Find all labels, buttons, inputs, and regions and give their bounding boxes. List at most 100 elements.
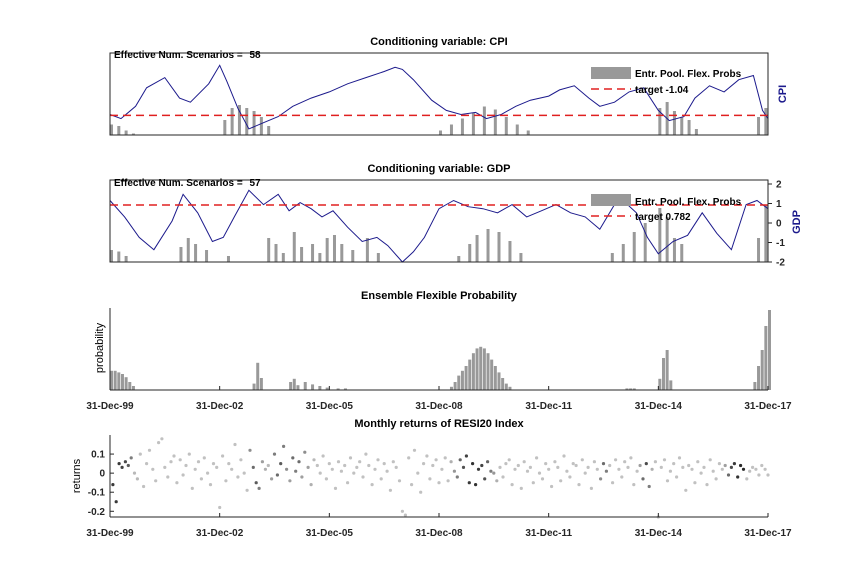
cpi-prob-bar bbox=[658, 108, 662, 135]
gdp-prob-bar bbox=[332, 235, 336, 262]
gdp-ytick-label: -2 bbox=[776, 258, 785, 269]
cpi-prob-bar bbox=[245, 108, 249, 135]
returns-point bbox=[693, 481, 697, 485]
returns-point bbox=[592, 460, 597, 464]
returns-point bbox=[330, 467, 334, 471]
returns-point bbox=[154, 479, 158, 483]
returns-point bbox=[147, 448, 152, 452]
gdp-prob-bar bbox=[468, 244, 472, 262]
gdp-prob-bar bbox=[194, 244, 198, 262]
returns-point bbox=[571, 462, 575, 466]
ensemble-bar bbox=[318, 386, 322, 390]
ensemble-bar bbox=[632, 388, 636, 390]
returns-point bbox=[653, 460, 658, 464]
returns-point bbox=[288, 479, 292, 483]
cpi-ylabel: CPI bbox=[777, 85, 789, 103]
returns-point bbox=[157, 441, 161, 445]
gdp-prob-bar bbox=[475, 235, 479, 262]
returns-point bbox=[486, 460, 490, 464]
gdp-probability-bars bbox=[110, 205, 768, 262]
ensemble-bar bbox=[256, 362, 260, 390]
returns-point bbox=[391, 460, 395, 464]
returns-point bbox=[668, 469, 673, 473]
returns-point bbox=[343, 463, 347, 468]
returns-point bbox=[748, 469, 752, 473]
returns-point bbox=[324, 477, 328, 481]
returns-point bbox=[516, 463, 520, 468]
returns-point bbox=[544, 462, 548, 466]
cpi-prob-bar bbox=[482, 106, 486, 135]
returns-xtick-label: 31-Dec-14 bbox=[635, 528, 683, 539]
returns-point bbox=[388, 488, 392, 492]
cpi-prob-bar bbox=[764, 108, 768, 135]
returns-point bbox=[272, 452, 277, 456]
gdp-prob-bar bbox=[365, 238, 369, 262]
gdp-prob-bar bbox=[226, 256, 230, 262]
returns-point bbox=[528, 465, 533, 469]
returns-point bbox=[260, 460, 264, 464]
returns-point bbox=[358, 460, 362, 464]
ensemble-bar bbox=[468, 359, 472, 390]
ensemble-bar bbox=[497, 372, 501, 390]
ensemble-bar bbox=[760, 350, 764, 390]
ensemble-probability-bars bbox=[110, 310, 771, 390]
returns-point bbox=[720, 467, 724, 471]
gdp-prob-bar bbox=[325, 238, 329, 262]
ensemble-bar bbox=[661, 358, 665, 390]
gdp-prob-bar bbox=[300, 247, 304, 262]
gdp-prob-bar bbox=[757, 238, 761, 262]
gdp-effective-scenarios-label: Effective Num. Scenarios = bbox=[114, 178, 245, 189]
returns-point bbox=[577, 483, 581, 487]
returns-point bbox=[263, 467, 267, 471]
returns-point bbox=[236, 475, 240, 479]
gdp-prob-bar bbox=[117, 251, 121, 262]
gdp-prob-bar bbox=[179, 247, 183, 262]
ensemble-bar bbox=[303, 382, 307, 390]
gdp-prob-bar bbox=[486, 229, 490, 262]
returns-point bbox=[257, 486, 261, 490]
gdp-prob-bar bbox=[267, 238, 271, 262]
returns-point bbox=[126, 463, 130, 468]
returns-point bbox=[206, 471, 210, 475]
returns-point bbox=[535, 456, 539, 460]
ensemble-bar bbox=[131, 386, 135, 390]
cpi-prob-bar bbox=[259, 117, 263, 135]
returns-point bbox=[294, 469, 298, 473]
gdp-prob-bar bbox=[205, 250, 209, 262]
cpi-prob-bar bbox=[230, 108, 234, 135]
gdp-legend-swatch-probs bbox=[591, 194, 631, 206]
returns-point bbox=[635, 469, 639, 473]
gdp-prob-bar bbox=[610, 253, 614, 262]
cpi-prob-bar bbox=[672, 111, 676, 135]
returns-point bbox=[675, 475, 679, 479]
returns-point bbox=[190, 486, 194, 490]
gdp-panel-title: Conditioning variable: GDP bbox=[367, 163, 510, 175]
ensemble-bar bbox=[113, 370, 117, 390]
returns-point bbox=[559, 479, 563, 483]
cpi-legend-swatch-probs bbox=[591, 67, 631, 79]
returns-point bbox=[120, 465, 124, 469]
ensemble-bar bbox=[259, 378, 263, 390]
ensemble-bar bbox=[757, 366, 761, 390]
gdp-prob-bar bbox=[658, 208, 662, 262]
returns-point bbox=[181, 473, 185, 477]
gdp-prob-bar bbox=[621, 244, 625, 262]
returns-point bbox=[638, 463, 642, 468]
gdp-axes-box bbox=[109, 179, 769, 263]
returns-point bbox=[702, 465, 706, 469]
cpi-prob-bar bbox=[223, 120, 227, 135]
returns-point bbox=[553, 460, 557, 464]
returns-point bbox=[187, 452, 191, 456]
returns-point bbox=[431, 463, 435, 468]
cpi-prob-bar bbox=[515, 124, 519, 135]
returns-point bbox=[282, 444, 286, 448]
gdp-ytick-label: 0 bbox=[776, 219, 782, 230]
cpi-legend-label-target: target -1.04 bbox=[635, 85, 689, 96]
gdp-ytick-label: 2 bbox=[776, 180, 782, 191]
returns-ylabel: returns bbox=[71, 458, 83, 493]
returns-point bbox=[650, 467, 654, 471]
ensemble-bar bbox=[764, 326, 768, 390]
returns-point bbox=[315, 463, 319, 468]
returns-point bbox=[251, 465, 255, 469]
